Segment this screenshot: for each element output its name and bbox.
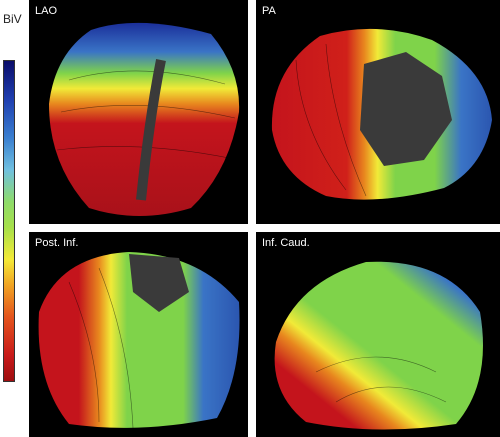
panel-lao: LAO	[29, 0, 248, 224]
heart-map-lao	[49, 22, 240, 217]
panel-label-pa: PA	[262, 5, 276, 17]
heart-map-inf-caud	[274, 261, 483, 430]
panel-pa: PA	[256, 0, 500, 224]
heart-map-pa	[271, 28, 492, 200]
heart-map-post-inf	[38, 252, 240, 429]
legend-title: BiV	[3, 12, 22, 26]
panel-label-inf-caud: Inf. Caud.	[262, 237, 310, 249]
activation-colorbar	[3, 60, 15, 382]
panel-label-lao: LAO	[35, 5, 58, 17]
panel-post-inf: Post. Inf.	[29, 232, 248, 437]
panel-label-post-inf: Post. Inf.	[35, 237, 79, 249]
panel-inf-caud: Inf. Caud.	[256, 232, 500, 437]
